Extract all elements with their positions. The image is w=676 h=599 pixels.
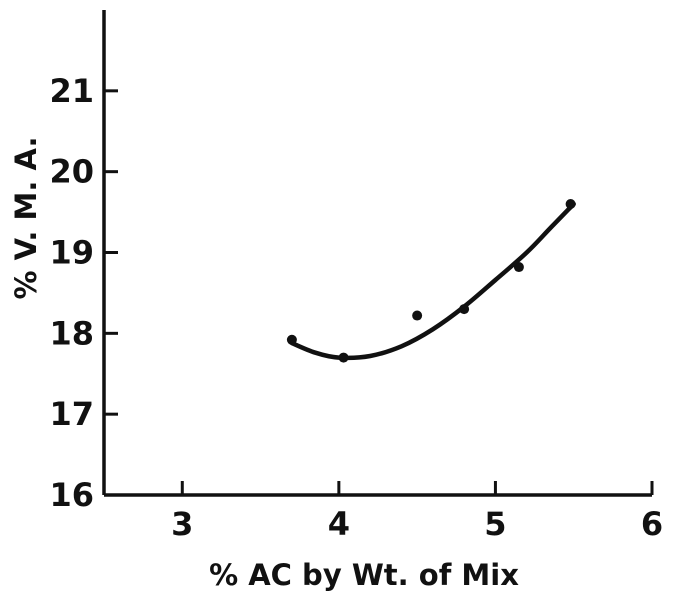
x-tick-label: 3 xyxy=(171,505,193,543)
fitted-curve xyxy=(289,201,576,361)
y-tick-label: 17 xyxy=(49,395,94,433)
y-tick-label: 19 xyxy=(49,234,94,272)
y-tick-label: 16 xyxy=(49,476,94,514)
data-point xyxy=(412,310,423,321)
y-axis-title: % V. M. A. xyxy=(9,137,43,300)
x-tick-label: 5 xyxy=(484,505,506,543)
x-tick-label: 4 xyxy=(328,505,350,543)
x-tick-label: 6 xyxy=(641,505,663,543)
x-ticks: 3 4 5 6 xyxy=(171,481,663,543)
x-axis-title: % AC by Wt. of Mix xyxy=(209,558,519,592)
y-tick-label: 20 xyxy=(49,153,94,191)
y-tick-label: 21 xyxy=(49,72,94,110)
series-layer xyxy=(286,199,576,363)
axes xyxy=(102,10,652,497)
y-tick-label: 18 xyxy=(49,314,94,352)
y-ticks: 16 17 18 19 20 21 xyxy=(49,72,118,514)
